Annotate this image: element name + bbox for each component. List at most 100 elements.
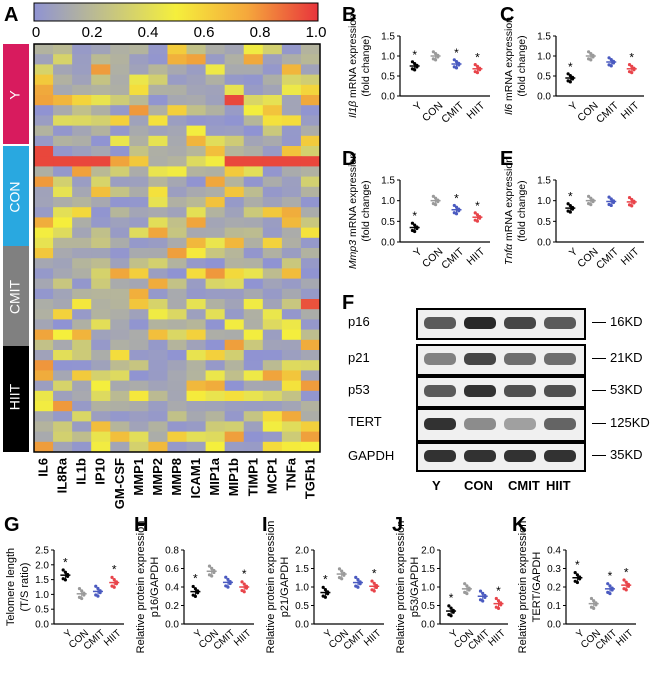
heatmap-cell [34,319,54,331]
heatmap-cell [148,186,168,198]
heatmap-cell [129,84,149,96]
y-tick-label: 1.0 [537,52,551,63]
heatmap-cell [129,207,149,218]
heatmap-cell [91,339,111,351]
heatmap-cell [167,401,188,412]
heatmap-cell [129,186,149,198]
heatmap-cell [167,115,188,127]
data-point [452,203,456,208]
heatmap-cell [167,248,188,259]
y-tick-label: 0.2 [547,583,561,594]
group-label-hiit: HIIT [7,383,23,410]
heatmap-cell [167,156,188,167]
significance-star: * [568,190,573,204]
y-tick-label: 1.5 [537,176,551,187]
heatmap-cell [129,370,149,382]
heatmap-cell [281,146,302,157]
heatmap-cell [281,380,302,392]
heatmap-cell [186,74,207,86]
heatmap-cell [281,299,302,310]
heatmap-cell [53,207,73,218]
heatmap-cell [148,207,168,218]
heatmap-panel: 0 0.2 0.4 0.6 0.8 1.0 Y CON CMIT HIIT IL6 IL8Ra IL… [0,0,335,510]
data-point [193,587,197,591]
heatmap-cell [186,237,207,249]
heatmap-cell [110,319,130,331]
blot-band [464,317,496,329]
y-axis-label: Mmp3 mRNA expression [347,153,359,269]
heatmap-cell [91,135,111,147]
heatmap-cell [300,54,321,65]
heatmap-cell [205,299,226,310]
heatmap-cell [53,227,73,239]
data-point [436,198,440,202]
heatmap-cell [243,115,264,127]
blot-band [424,317,456,329]
heatmap-cell [186,176,207,188]
data-point [478,66,482,70]
data-point [415,63,419,67]
significance-star: * [454,46,459,60]
heatmap-cell [167,268,188,280]
chart-mmp3: 0.0 0.5 1.0 1.5 Mmp3 mRNA expression (fold ch… [347,153,490,272]
data-point [224,575,228,579]
heatmap-cell [148,278,168,290]
heatmap-cell [53,431,73,443]
heatmap-cell [91,207,111,218]
heatmap-cell [205,227,226,239]
data-point [240,580,244,584]
heatmap-cell [167,105,188,116]
heatmap-cell [53,278,73,290]
heatmap-cell [300,278,321,290]
heatmap-cell [167,411,188,422]
heatmap-cell [205,84,226,96]
data-point [82,591,86,595]
heatmap-cell [205,64,226,76]
y-tick-label: 0.5 [381,72,395,83]
heatmap-cell [110,237,130,249]
heatmap-cell [300,227,321,239]
data-point [475,219,480,223]
heatmap-cell [300,217,321,229]
heatmap-cell [262,401,283,412]
heatmap-cell [300,115,321,127]
data-point [370,579,374,583]
heatmap-cell [186,431,207,443]
heatmap-cell [167,329,188,341]
heatmap-cell [262,380,283,392]
heatmap-cell [205,278,226,290]
data-point [465,584,469,588]
heatmap-cell [205,288,226,300]
x-tick-label: HIIT [619,99,642,122]
data-point [323,595,327,599]
heatmap-cell [148,390,168,402]
heatmap-cell [91,64,111,76]
heatmap-cell [167,44,188,55]
heatmap-cell [243,299,264,310]
heatmap-cell [224,401,245,412]
group-label-cmit: CMIT [7,279,23,314]
heatmap-cell [34,207,54,218]
heatmap-cell [167,95,188,106]
heatmap-cell [224,299,245,310]
heatmap-cell [91,288,111,300]
heatmap-cell [205,135,226,147]
data-point [473,211,477,215]
data-point [496,599,501,603]
data-point [589,596,594,601]
heatmap-cell [205,380,226,392]
heatmap-cell [91,380,111,392]
data-point [454,66,459,70]
panel-label-d: D [342,148,357,170]
data-point [463,582,467,586]
heatmap-cell [53,64,73,76]
heatmap-cell [167,135,188,147]
heatmap-cell [129,237,149,249]
data-point [467,586,471,590]
heatmap-cell [72,166,92,178]
heatmap-cell [129,217,149,229]
data-point [433,52,438,56]
heatmap-cell [243,186,264,198]
significance-star: * [449,591,454,605]
y-tick-label: 0.6 [165,564,179,575]
